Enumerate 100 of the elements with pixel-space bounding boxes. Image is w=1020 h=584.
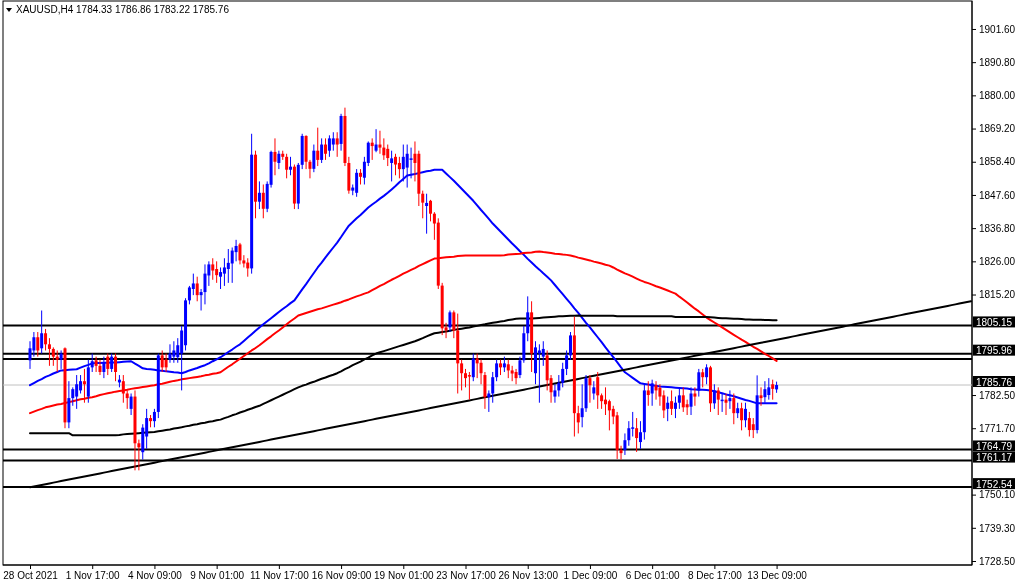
candlestick <box>238 242 242 265</box>
candlestick <box>565 349 569 376</box>
candlestick <box>759 386 763 407</box>
candlestick <box>75 374 79 410</box>
candlestick <box>732 392 736 425</box>
candlestick <box>172 340 176 364</box>
candlestick <box>716 386 720 416</box>
candlestick <box>59 349 63 370</box>
x-tick-label: 19 Nov 01:00 <box>374 570 434 582</box>
candlestick <box>36 331 40 358</box>
y-tick-label: 1858.40 <box>979 156 1016 168</box>
x-tick-label: 4 Nov 09:00 <box>127 570 183 582</box>
candlestick <box>673 396 677 419</box>
candlestick <box>390 150 394 182</box>
candlestick <box>526 295 530 342</box>
candlestick <box>491 371 495 404</box>
candlestick <box>102 356 106 379</box>
candlestick <box>129 392 133 416</box>
candlestick <box>724 392 728 416</box>
candlestick <box>701 368 705 388</box>
candlestick <box>79 374 83 394</box>
ref-line-label: 1752.54 <box>976 478 1013 490</box>
y-tick-label: 1869.20 <box>979 123 1016 135</box>
candlestick <box>576 405 580 434</box>
candlestick <box>471 353 475 382</box>
candlestick <box>285 153 289 179</box>
candlestick <box>195 276 199 302</box>
y-tick-label: 1826.00 <box>979 256 1016 268</box>
candlestick <box>646 380 650 407</box>
candlestick <box>685 399 689 416</box>
x-tick-label: 9 Nov 01:00 <box>190 570 245 582</box>
candlestick <box>378 130 382 155</box>
x-tick-label: 16 Nov 09:00 <box>311 570 372 582</box>
candlestick <box>40 310 44 355</box>
candlestick <box>681 386 685 413</box>
x-tick-label: 23 Nov 17:00 <box>436 570 497 582</box>
x-tick-label: 6 Dec 01:00 <box>625 570 681 582</box>
ref-line-label: 1805.15 <box>976 316 1013 328</box>
candlestick <box>121 374 125 404</box>
candlestick <box>370 137 374 161</box>
candlestick <box>55 349 59 373</box>
candlestick <box>219 266 223 290</box>
candlestick <box>464 368 467 388</box>
x-tick-label: 8 Dec 17:00 <box>687 570 743 582</box>
candlestick <box>47 337 51 367</box>
y-tick-label: 1750.10 <box>979 489 1016 501</box>
candlestick <box>747 411 751 438</box>
candlestick <box>623 432 627 456</box>
candlestick <box>110 353 114 373</box>
candlestick <box>751 417 755 439</box>
candlestick <box>425 193 429 235</box>
candlestick <box>767 377 771 401</box>
candlestick <box>191 273 195 296</box>
candlestick <box>234 239 238 262</box>
candlestick <box>114 353 118 382</box>
candlestick <box>705 363 709 385</box>
candlestick <box>487 389 491 413</box>
candlestick <box>94 356 98 373</box>
x-tick-label: 13 Dec 09:00 <box>747 570 808 582</box>
candlestick <box>467 371 471 401</box>
y-tick-label: 1847.60 <box>979 189 1016 201</box>
candlestick <box>561 362 565 388</box>
candlestick <box>51 346 55 367</box>
candlestick <box>222 257 226 287</box>
y-tick-label: 1836.80 <box>979 222 1016 234</box>
y-tick-label: 1771.70 <box>979 422 1016 434</box>
x-tick-label: 1 Dec 09:00 <box>563 570 618 582</box>
candlestick <box>506 359 510 379</box>
candlestick <box>596 371 600 410</box>
candlestick <box>316 127 320 167</box>
y-tick-label: 1815.20 <box>979 289 1016 301</box>
candlestick <box>320 137 324 164</box>
x-tick-label: 11 Nov 17:00 <box>249 570 310 582</box>
candlestick <box>44 328 48 351</box>
candlestick <box>568 331 572 361</box>
candlestick <box>82 368 86 404</box>
candlestick <box>397 156 401 179</box>
candlestick <box>452 310 456 339</box>
candlestick <box>145 408 149 450</box>
candlestick <box>514 368 518 385</box>
candlestick <box>160 349 164 373</box>
candlestick <box>666 396 670 422</box>
candlestick <box>335 131 339 158</box>
candlestick <box>588 374 592 404</box>
candlestick <box>394 153 398 176</box>
candlestick <box>125 389 129 410</box>
candlestick <box>226 248 230 284</box>
candlestick <box>90 353 94 373</box>
candlestick <box>607 399 611 431</box>
candlestick <box>106 353 110 376</box>
x-tick-label: 28 Oct 2021 <box>3 570 59 582</box>
candlestick <box>541 340 545 367</box>
candlestick <box>273 137 277 176</box>
candlestick <box>537 343 541 404</box>
y-tick-label: 1880.00 <box>979 90 1016 102</box>
y-tick-label: 1739.30 <box>979 522 1016 534</box>
ref-line-label: 1764.79 <box>976 440 1013 452</box>
candlestick <box>324 137 328 161</box>
candlestick <box>693 386 697 407</box>
y-tick-label: 1901.60 <box>979 23 1016 35</box>
